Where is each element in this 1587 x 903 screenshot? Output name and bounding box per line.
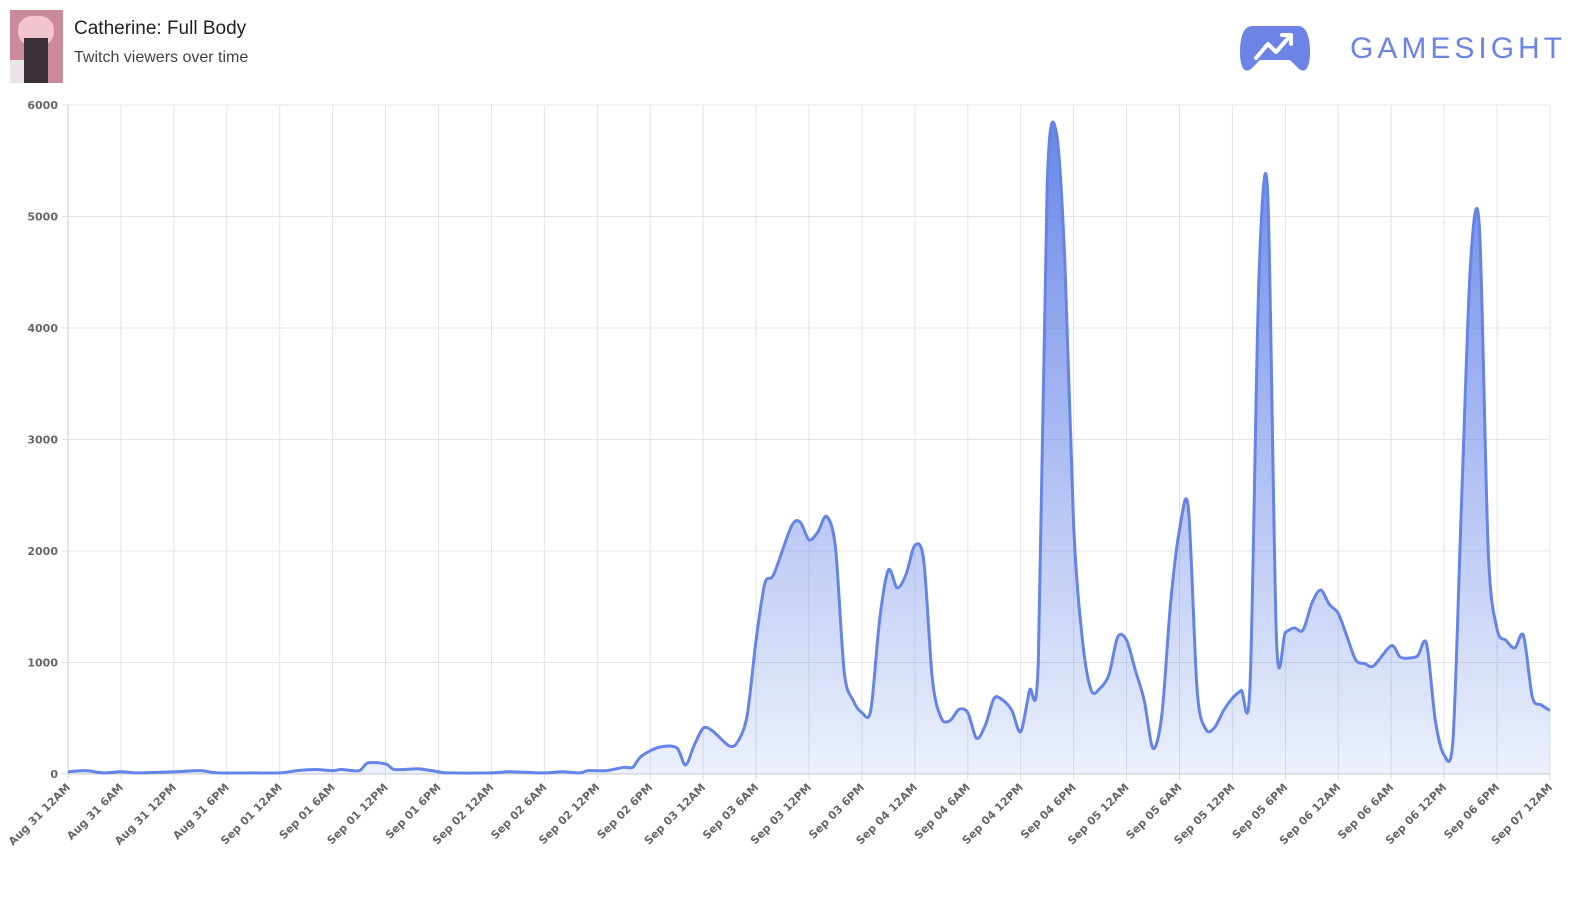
subtitle: Twitch viewers over time — [74, 49, 249, 66]
y-tick-label: 1000 — [27, 657, 58, 670]
x-tick-label: Aug 31 12AM — [6, 781, 73, 848]
game-thumbnail — [10, 10, 63, 83]
area-fill — [68, 122, 1550, 775]
title: Catherine: Full Body — [74, 18, 247, 39]
y-tick-label: 4000 — [27, 322, 58, 335]
brand-logo — [1240, 26, 1310, 71]
brand-name: GAMESIGHT — [1350, 32, 1567, 65]
y-tick-label: 0 — [50, 768, 58, 781]
y-tick-label: 2000 — [27, 545, 58, 558]
y-tick-label: 6000 — [27, 99, 58, 112]
line — [67, 120, 1551, 775]
y-tick-label: 5000 — [27, 211, 58, 224]
y-tick-label: 3000 — [27, 434, 58, 447]
